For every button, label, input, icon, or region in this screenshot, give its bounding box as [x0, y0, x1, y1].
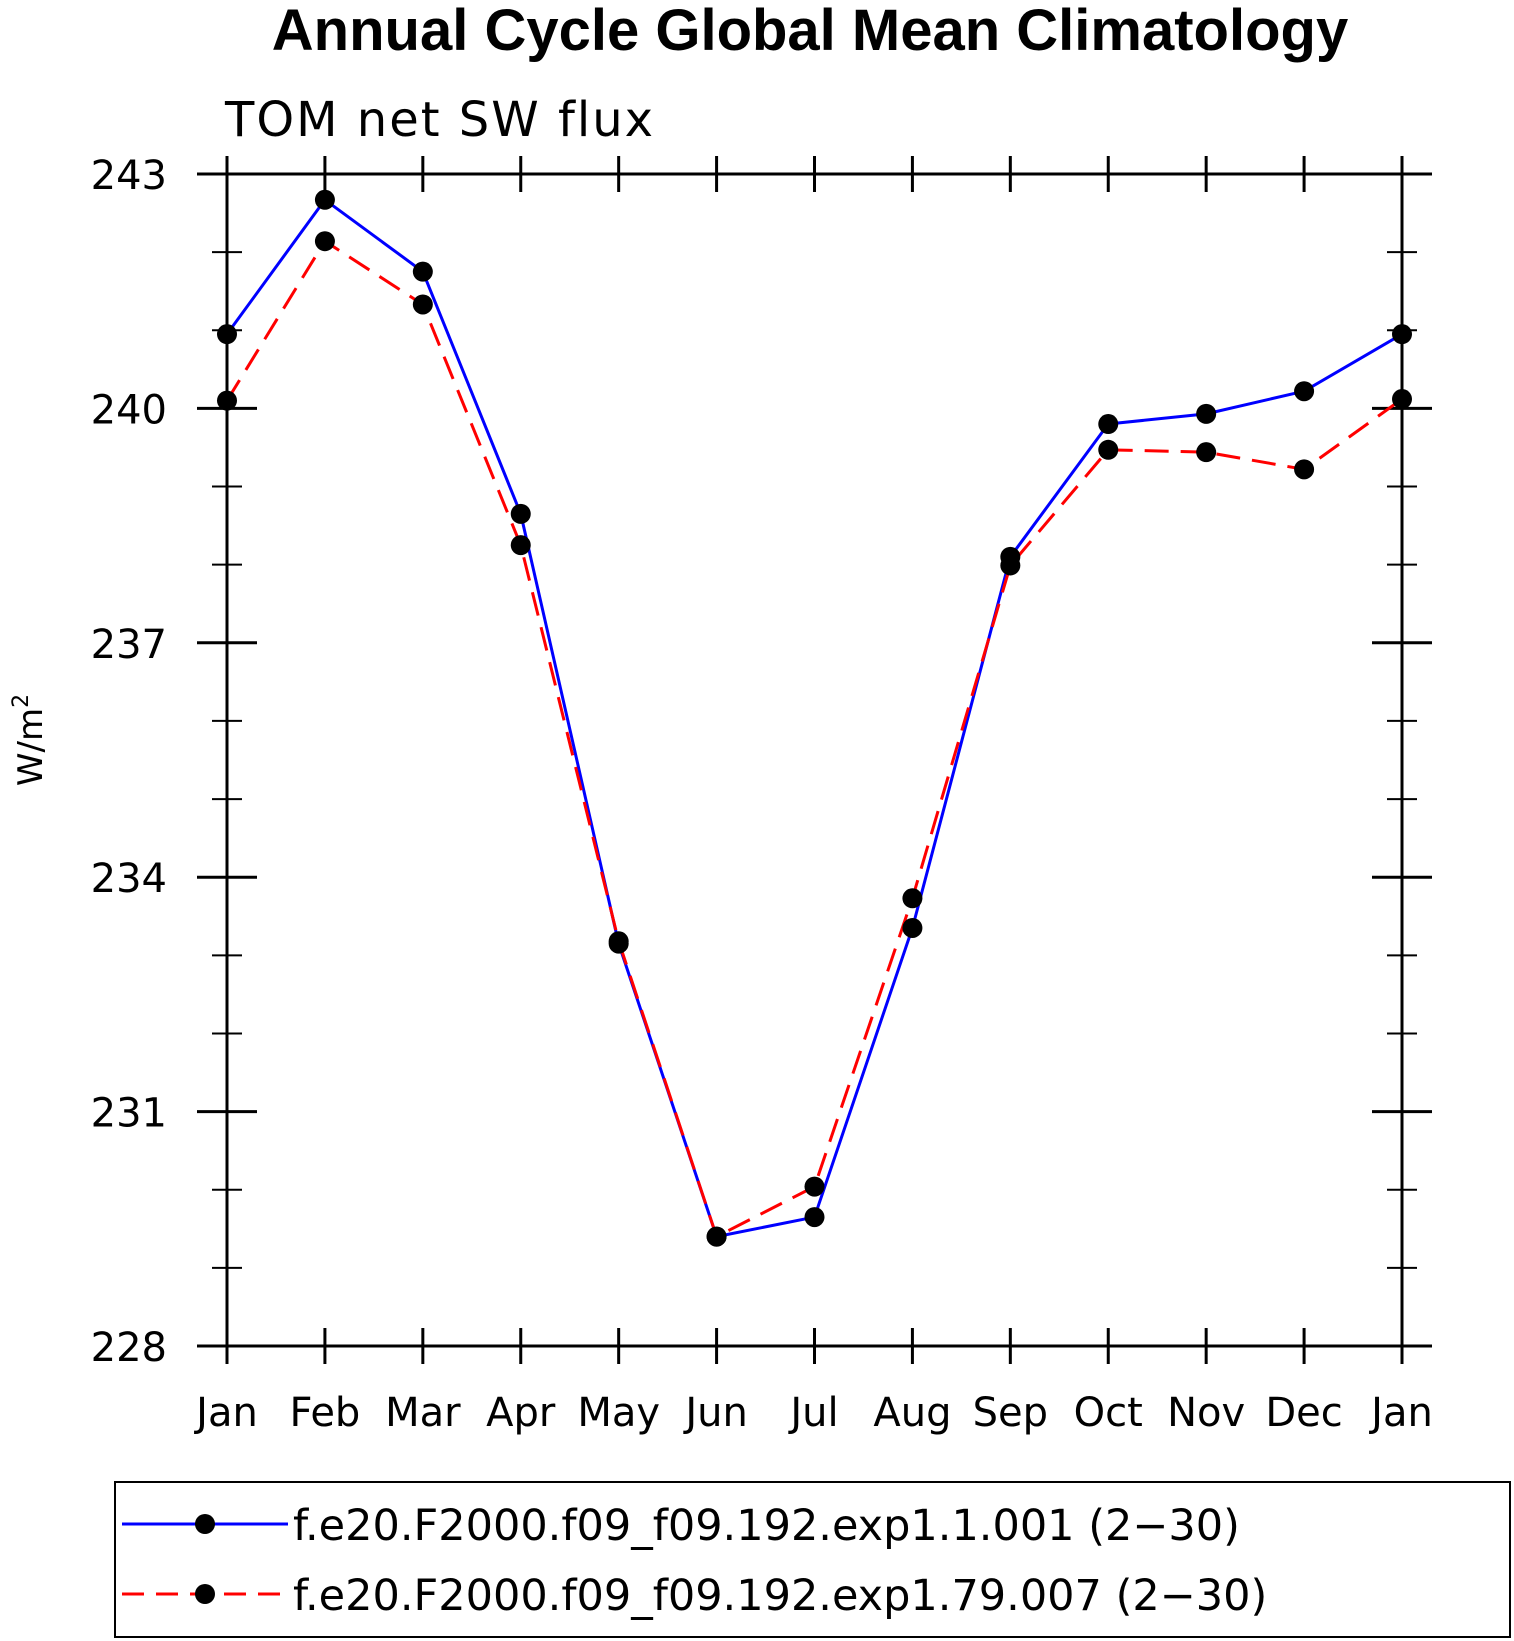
series-1-point — [217, 324, 237, 345]
series-2-point — [1392, 389, 1412, 410]
series-2-point — [706, 1226, 727, 1247]
series-1-point — [412, 261, 433, 282]
series-2-point — [608, 931, 629, 952]
x-tick-label: Dec — [1265, 1390, 1342, 1436]
axis-ticks — [197, 156, 1432, 1364]
series-2-point — [1196, 442, 1217, 463]
series-1-point — [1196, 403, 1217, 424]
x-tick-label: Feb — [290, 1390, 361, 1436]
series-2-point — [314, 231, 335, 252]
series-1-point — [902, 917, 923, 938]
x-tick-label: May — [577, 1390, 660, 1436]
svg-text:W/m2: W/m2 — [9, 694, 51, 786]
x-tick-label: Nov — [1167, 1390, 1245, 1436]
series-1-point — [1392, 324, 1412, 345]
y-axis-label-text: W/m — [11, 708, 51, 786]
chart-subtitle: TOM net SW flux — [224, 92, 655, 148]
series-2-point — [1098, 439, 1119, 460]
series-2-point — [1000, 555, 1021, 576]
series-1-point — [1098, 414, 1119, 435]
x-tick-label: Mar — [385, 1390, 461, 1436]
plot-frame — [225, 172, 1404, 1348]
chart-title: Annual Cycle Global Mean Climatology — [272, 0, 1348, 63]
x-tick-label: Jun — [682, 1390, 748, 1436]
y-tick-labels: 228 231 234 237 240 243 — [91, 153, 167, 1371]
series-2-point — [217, 390, 237, 411]
legend-label-series-1: f.e20.F2000.f09_f09.192.exp1.1.001 (2−30… — [293, 1501, 1240, 1551]
legend-label-series-2: f.e20.F2000.f09_f09.192.exp1.79.007 (2−3… — [293, 1571, 1267, 1621]
series-1-point — [1294, 381, 1315, 402]
series-line-2 — [225, 239, 1403, 1239]
legend: f.e20.F2000.f09_f09.192.exp1.1.001 (2−30… — [114, 1481, 1511, 1638]
series-1-point — [510, 503, 531, 524]
y-tick-label: 228 — [91, 1325, 167, 1371]
x-tick-label: Oct — [1074, 1390, 1143, 1436]
y-tick-label: 234 — [91, 856, 167, 902]
series-line-1 — [225, 198, 1403, 1239]
x-tick-label: Sep — [973, 1390, 1048, 1436]
series-1-point — [804, 1207, 825, 1228]
series-2-point — [1294, 459, 1315, 480]
legend-marker-series-2 — [195, 1584, 215, 1604]
x-tick-label: Apr — [486, 1390, 556, 1436]
series-1-point — [314, 189, 335, 210]
x-tick-label: Jan — [193, 1390, 258, 1436]
series-2-point — [804, 1176, 825, 1197]
y-tick-label: 231 — [91, 1091, 167, 1137]
y-axis-label: W/m2 — [9, 694, 51, 786]
y-tick-label: 243 — [91, 153, 167, 199]
series-2-point — [902, 888, 923, 909]
series-2-point — [412, 294, 433, 315]
y-axis-label-superscript: 2 — [9, 694, 34, 708]
y-tick-label: 240 — [91, 387, 167, 433]
series-2-point — [510, 535, 531, 556]
x-tick-label: Aug — [873, 1390, 951, 1436]
series-layer — [217, 189, 1412, 1247]
legend-marker-series-1 — [195, 1514, 215, 1534]
x-tick-labels: Jan Feb Mar Apr May Jun Jul Aug Sep Oct Nov Dec Jan — [193, 1390, 1433, 1436]
y-tick-label: 237 — [91, 622, 167, 668]
legend-box — [114, 1481, 1511, 1638]
x-tick-label: Jan — [1368, 1390, 1433, 1436]
x-tick-label: Jul — [787, 1390, 838, 1436]
